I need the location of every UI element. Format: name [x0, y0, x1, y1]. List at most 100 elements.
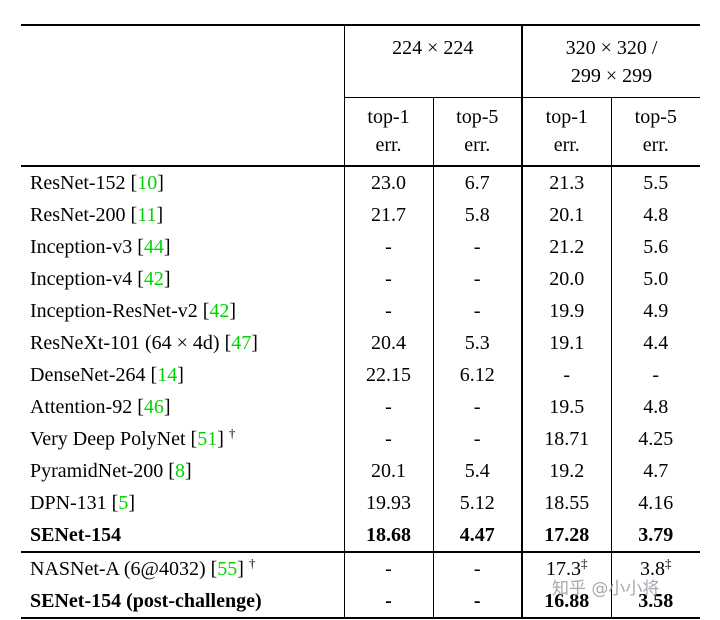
metric-cell: 19.93: [343, 487, 433, 519]
citation-ref[interactable]: 55: [217, 557, 238, 580]
metric-cell: -: [610, 359, 700, 391]
metric-cell: 20.1: [521, 199, 611, 231]
model-name-cell: SENet-154 (post-challenge): [30, 589, 262, 612]
metric-cell: 5.3: [432, 327, 522, 359]
metric-cell: 18.68: [343, 519, 433, 552]
model-name-cell: Inception-v3 [44]: [30, 235, 171, 258]
metric-cell: -: [432, 231, 522, 263]
group-320-label-line1: 320 × 320 /: [565, 37, 658, 59]
metric-cell: 20.4: [343, 327, 433, 359]
citation-ref[interactable]: 46: [143, 395, 164, 418]
metric-cell: 5.6: [610, 231, 700, 263]
group-320-label-line2: 299 × 299: [570, 65, 653, 87]
results-table: 224 × 224 320 × 320 / 299 × 299 top-1 er…: [21, 24, 700, 619]
metric-cell: 21.7: [343, 199, 433, 231]
table-row: Inception-ResNet-v2 [42] - -19.9 4.9: [21, 295, 700, 327]
citation-ref[interactable]: 5: [118, 491, 129, 514]
metric-cell: 23.0: [343, 166, 433, 199]
citation-ref[interactable]: 51: [197, 427, 218, 450]
citation-ref[interactable]: 14: [157, 363, 178, 386]
header-top1-224: top-1 err.: [343, 97, 433, 167]
citation-ref[interactable]: 8: [174, 459, 185, 482]
table-row: ResNeXt-101 (64 × 4d) [47] 20.4 5.3 19.1 4.4: [21, 327, 700, 359]
metric-cell: 4.47: [432, 519, 522, 552]
metric-cell: 19.2: [521, 455, 611, 487]
metric-cell: 19.9: [521, 295, 611, 327]
metric-cell: 21.3: [521, 166, 611, 199]
group-header-row: 224 × 224 320 × 320 / 299 × 299: [21, 25, 700, 98]
table-row: DenseNet-264 [14] 22.15 6.12- -: [21, 359, 700, 391]
metric-cell: -: [432, 423, 522, 455]
table-row: SENet-154 (post-challenge) - -16.88 3.58: [21, 585, 700, 618]
table-row: Very Deep PolyNet [51] † - -18.71 4.25: [21, 423, 700, 455]
metric-label: top-1: [545, 106, 588, 128]
metric-cell: -: [521, 359, 611, 391]
model-name-cell: ResNet-152 [10]: [30, 171, 164, 194]
metric-cell: 5.8: [432, 199, 522, 231]
metric-cell: -: [343, 231, 433, 263]
citation-ref[interactable]: 42: [143, 267, 164, 290]
metric-cell: 4.4: [610, 327, 700, 359]
metric-cell: 20.1: [343, 455, 433, 487]
citation-ref[interactable]: 10: [137, 171, 158, 194]
metric-cell: 19.1: [521, 327, 611, 359]
metric-cell: -: [432, 391, 522, 423]
metric-cell: -: [343, 585, 433, 618]
metric-label: err.: [375, 134, 402, 156]
metric-cell: 19.5: [521, 391, 611, 423]
metric-cell: -: [343, 391, 433, 423]
metric-cell: 4.25: [610, 423, 700, 455]
metric-header-row: top-1 err. top-5 err. top-1 err. top-5 e…: [21, 97, 700, 167]
table-row: Attention-92 [46] - -19.5 4.8: [21, 391, 700, 423]
model-name-cell: ResNet-200 [11]: [30, 203, 164, 226]
model-name-cell: Inception-v4 [42]: [30, 267, 171, 290]
table-row: PyramidNet-200 [8] 20.1 5.4 19.2 4.7: [21, 455, 700, 487]
blank-header-cell: [21, 25, 344, 98]
metric-label: err.: [464, 134, 491, 156]
model-name-cell: ResNeXt-101 (64 × 4d) [47]: [30, 331, 258, 354]
zhihu-watermark: 知乎 @小小将: [552, 579, 660, 599]
metric-cell: -: [343, 423, 433, 455]
metric-cell: 16.88: [521, 585, 611, 618]
citation-ref[interactable]: 44: [143, 235, 164, 258]
metric-cell: 5.5: [610, 166, 700, 199]
metric-cell: -: [432, 551, 522, 585]
metric-cell: 18.71: [521, 423, 611, 455]
citation-ref[interactable]: 42: [209, 299, 230, 322]
table-row: Inception-v4 [42] - -20.0 5.0: [21, 263, 700, 295]
metric-cell: 20.0: [521, 263, 611, 295]
metric-label: err.: [642, 134, 669, 156]
metric-label: top-5: [456, 106, 499, 128]
dagger-mark: †: [248, 554, 256, 570]
header-group-224: 224 × 224: [343, 25, 522, 98]
metric-cell: 5.0: [610, 263, 700, 295]
header-top1-320: top-1 err.: [521, 97, 611, 167]
header-top5-224: top-5 err.: [432, 97, 522, 167]
group-224-label: 224 × 224: [392, 37, 474, 59]
citation-ref[interactable]: 11: [137, 203, 157, 226]
citation-ref[interactable]: 47: [231, 331, 252, 354]
metric-cell: -: [432, 263, 522, 295]
double-dagger-mark: ‡: [665, 554, 672, 570]
blank-subheader-cell: [21, 97, 344, 167]
metric-cell: 3.8‡: [610, 551, 700, 585]
metric-cell: -: [343, 295, 433, 327]
metric-label: top-1: [367, 106, 410, 128]
table-row: SENet-154 18.68 4.47 17.28 3.79: [21, 519, 700, 552]
table-row: DPN-131 [5] 19.93 5.12 18.55 4.16: [21, 487, 700, 519]
metric-cell: 4.7: [610, 455, 700, 487]
table-row: ResNet-200 [11] 21.7 5.8 20.1 4.8: [21, 199, 700, 231]
table-row: NASNet-A (6@4032) [55] † - -17.3‡ 3.8‡: [21, 551, 700, 585]
dagger-mark: †: [228, 424, 236, 440]
table-row: Inception-v3 [44] - -21.2 5.6: [21, 231, 700, 263]
metric-cell: 22.15: [343, 359, 433, 391]
model-name-cell: DPN-131 [5]: [30, 491, 136, 514]
metric-cell: 21.2: [521, 231, 611, 263]
metric-cell: 17.28: [521, 519, 611, 552]
model-name-cell: Attention-92 [46]: [30, 395, 171, 418]
metric-cell: 6.7: [432, 166, 522, 199]
metric-cell: 3.58: [610, 585, 700, 618]
metric-label: top-5: [634, 106, 677, 128]
double-dagger-mark: ‡: [581, 554, 588, 570]
